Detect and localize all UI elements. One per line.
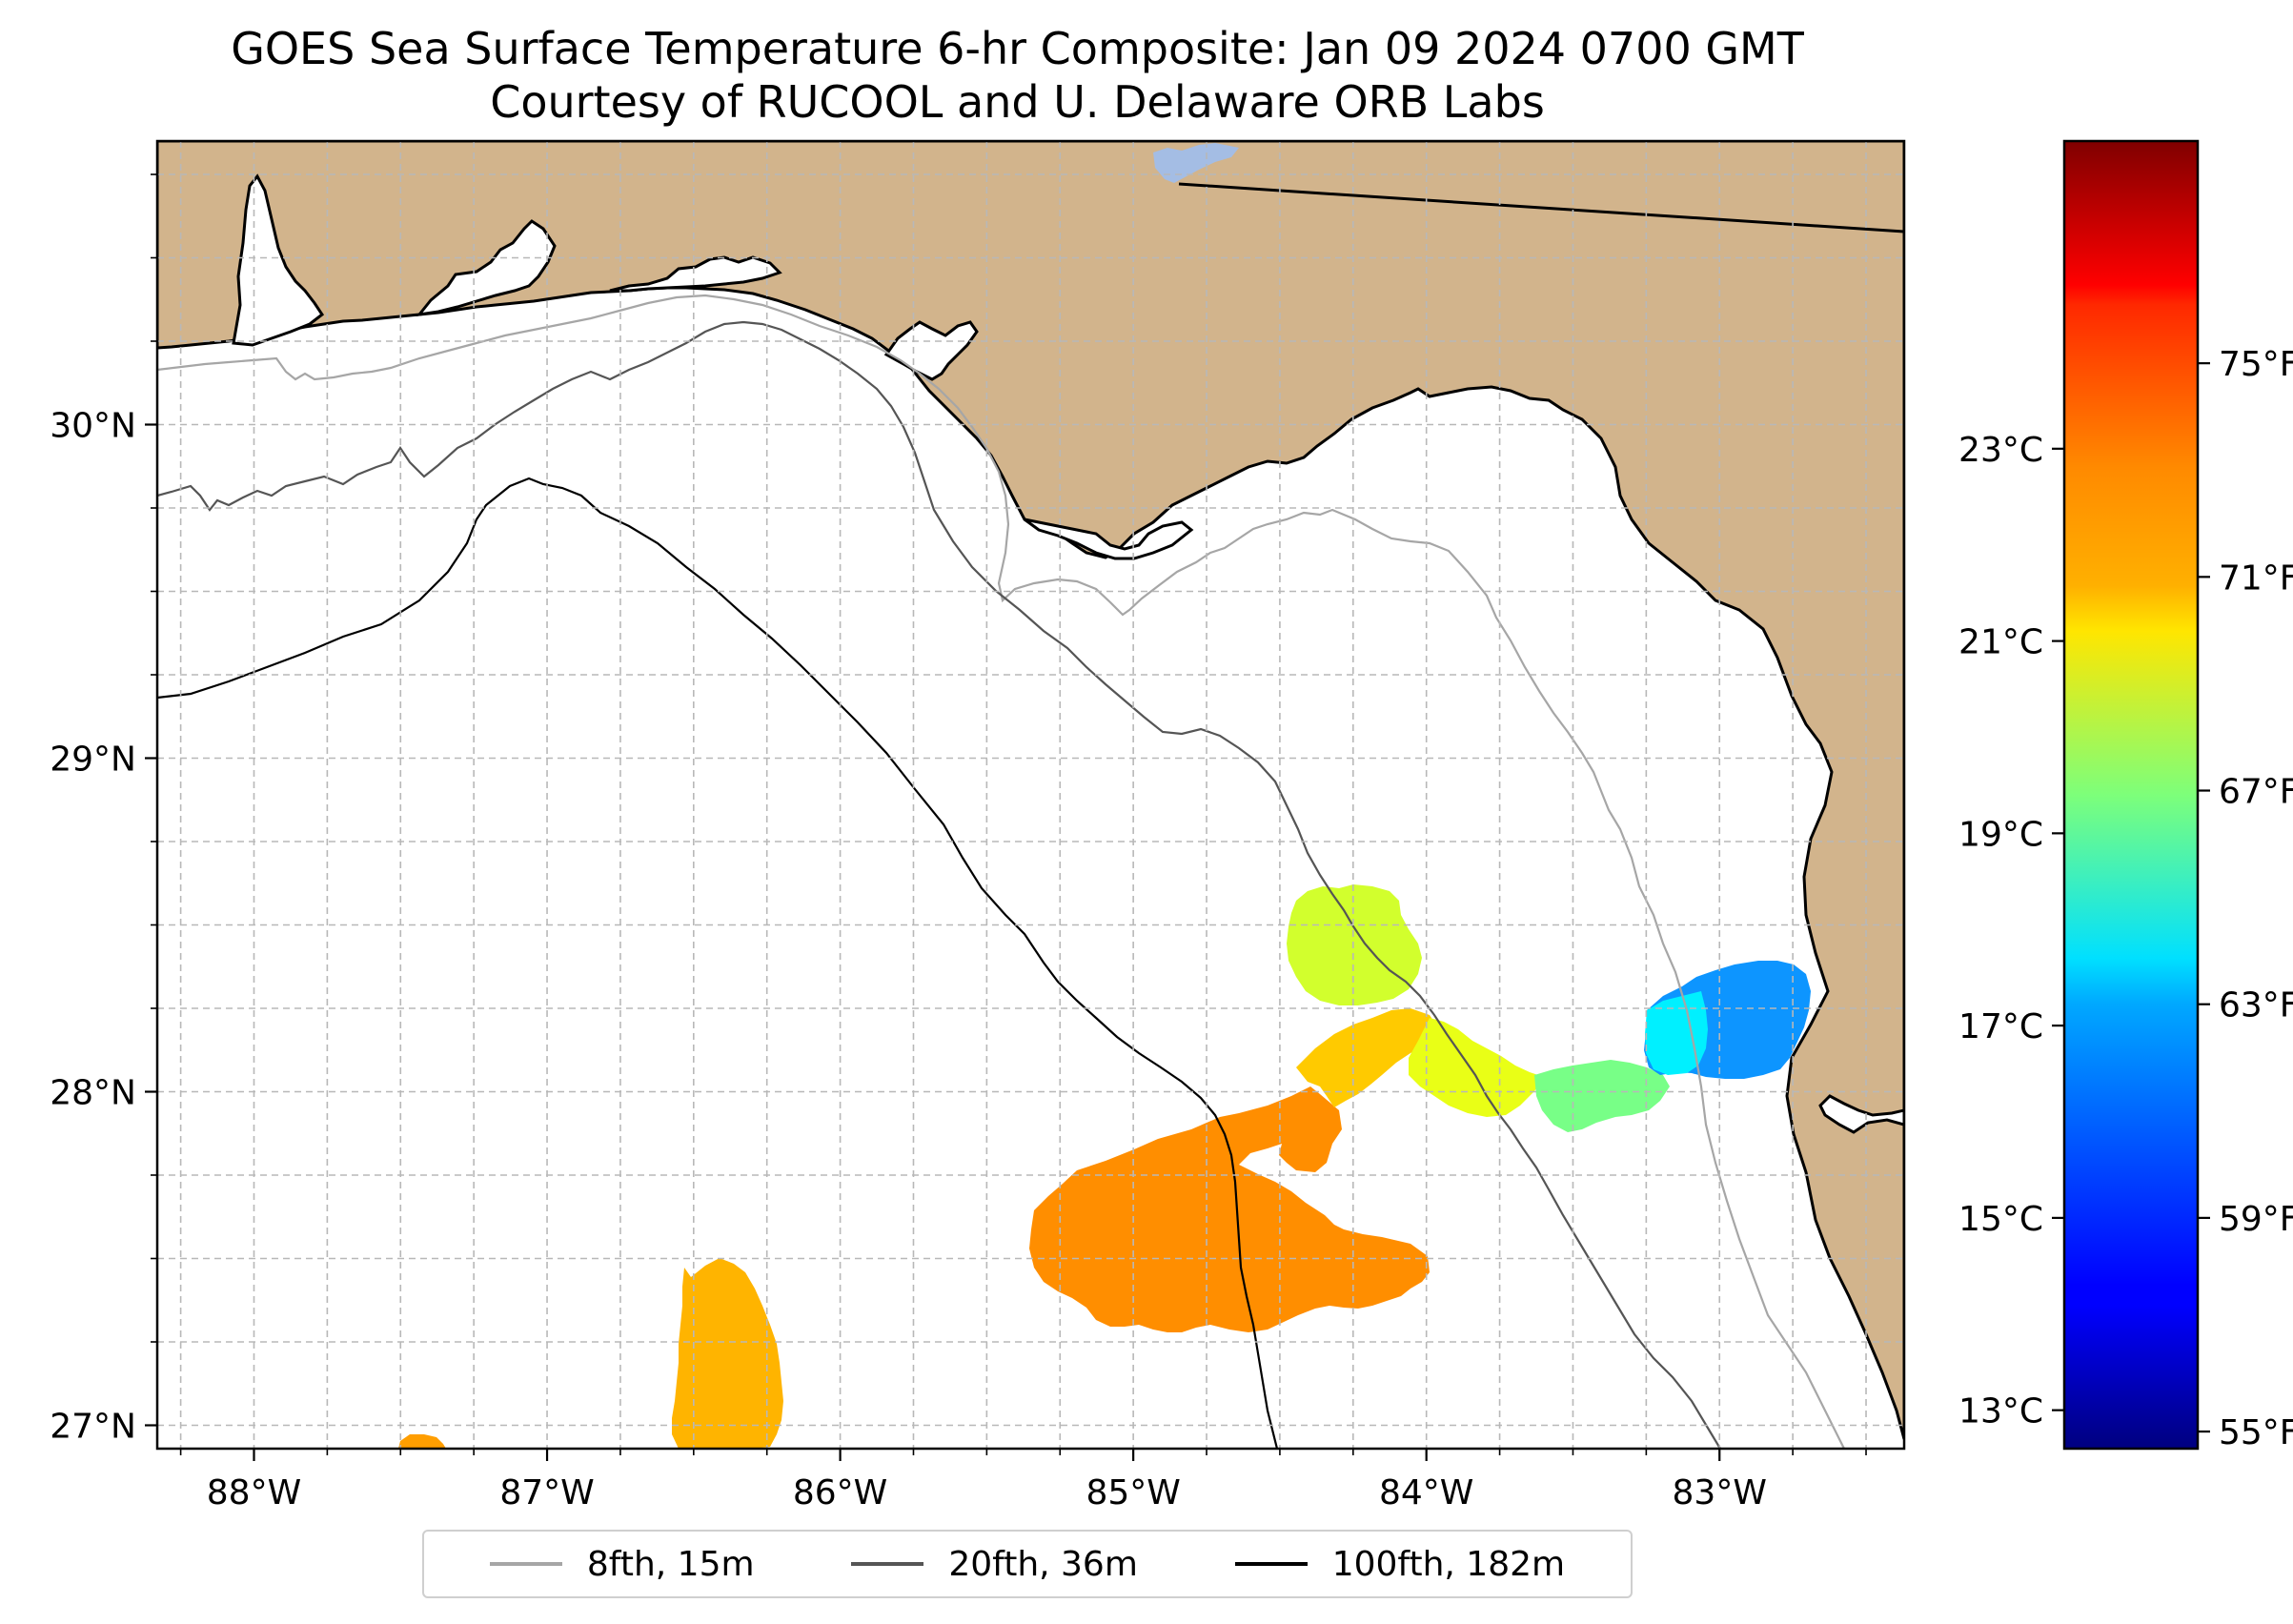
tampa-bay: [1818, 1094, 1904, 1134]
contour-100fth: [157, 477, 1279, 1449]
colorbar-axes: 13°C 15°C 17°C 19°C 21°C 23°C 55°F 59°F 63°F 67°F…: [1958, 345, 2293, 1452]
legend-item: 100fth, 182m: [1234, 1544, 1566, 1584]
x-tick-label: 85°W: [1086, 1473, 1180, 1512]
colorbar-celsius-label: 13°C: [1958, 1392, 2043, 1431]
sst-patch-central-main: [1029, 1086, 1430, 1332]
lake-seminole: [1153, 143, 1239, 183]
legend-label: 20fth, 36m: [948, 1544, 1138, 1584]
y-tick-label: 27°N: [50, 1408, 136, 1447]
sst-patch-small-southwest: [398, 1434, 446, 1449]
contour-20fth: [157, 320, 1721, 1449]
x-tick-label: 87°W: [499, 1473, 594, 1512]
colorbar-fahrenheit-label: 75°F: [2219, 345, 2293, 384]
x-tick-label: 83°W: [1673, 1473, 1767, 1512]
y-tick-label: 28°N: [50, 1074, 136, 1113]
x-tick-label: 86°W: [793, 1473, 887, 1512]
y-tick-label: 29°N: [50, 741, 136, 780]
sst-patch-tampa-bay-north: [1287, 884, 1422, 1005]
colorbar-celsius-label: 15°C: [1958, 1200, 2043, 1239]
legend-item: 20fth, 36m: [851, 1545, 1138, 1584]
colorbar-frame: [2062, 139, 2200, 1451]
map-frame: [155, 139, 1906, 1451]
legend-item: 8fth, 15m: [489, 1544, 755, 1584]
map-axes: 88°W 87°W 86°W 85°W 84°W 83°W 27°N 28°N 29°N 30°N: [50, 173, 1867, 1512]
contour-8fth: [157, 294, 1845, 1449]
mobile-bay: [232, 173, 325, 347]
map-subtitle: Courtesy of RUCOOL and U. Delaware ORB L…: [490, 76, 1545, 128]
grid-lines: [157, 141, 1904, 1449]
sst-patch-east-teal: [1645, 991, 1708, 1075]
sst-patch-central-north: [1296, 1008, 1439, 1107]
apalachicola-bay: [1024, 518, 1194, 560]
colorbar-celsius-label: 21°C: [1958, 623, 2043, 662]
legend-label: 100fth, 182m: [1331, 1544, 1566, 1584]
colorbar: [2064, 141, 2198, 1449]
colorbar-fahrenheit-label: 71°F: [2219, 558, 2293, 598]
colorbar-fahrenheit-label: 67°F: [2219, 773, 2293, 812]
sst-patch-west: [672, 1258, 783, 1449]
legend-line-swatch: [851, 1562, 924, 1566]
y-tick-label: 30°N: [50, 407, 136, 446]
choctawhatchee-bay: [609, 255, 782, 293]
legend-line-swatch: [489, 1562, 562, 1566]
legend: 8fth, 15m 20fth, 36m 100fth, 182m: [422, 1530, 1633, 1598]
colorbar-celsius-label: 19°C: [1958, 815, 2043, 854]
colorbar-fahrenheit-label: 63°F: [2219, 986, 2293, 1025]
colorbar-celsius-label: 23°C: [1958, 431, 2043, 470]
legend-label: 8fth, 15m: [586, 1544, 755, 1584]
colorbar-celsius-label: 17°C: [1958, 1007, 2043, 1046]
sst-patch-east-green: [1534, 1060, 1670, 1132]
x-tick-label: 88°W: [207, 1473, 301, 1512]
land-mass: [157, 141, 1904, 1440]
colorbar-fahrenheit-label: 59°F: [2219, 1200, 2293, 1239]
colorbar-fahrenheit-label: 55°F: [2219, 1413, 2293, 1452]
map-area: [157, 141, 1904, 1449]
map-title: GOES Sea Surface Temperature 6-hr Compos…: [231, 23, 1804, 74]
sst-patches: [398, 884, 1811, 1449]
pensacola-bay: [416, 219, 557, 317]
legend-line-swatch: [1234, 1562, 1308, 1566]
state-border: [1178, 182, 1904, 233]
x-tick-label: 84°W: [1379, 1473, 1473, 1512]
